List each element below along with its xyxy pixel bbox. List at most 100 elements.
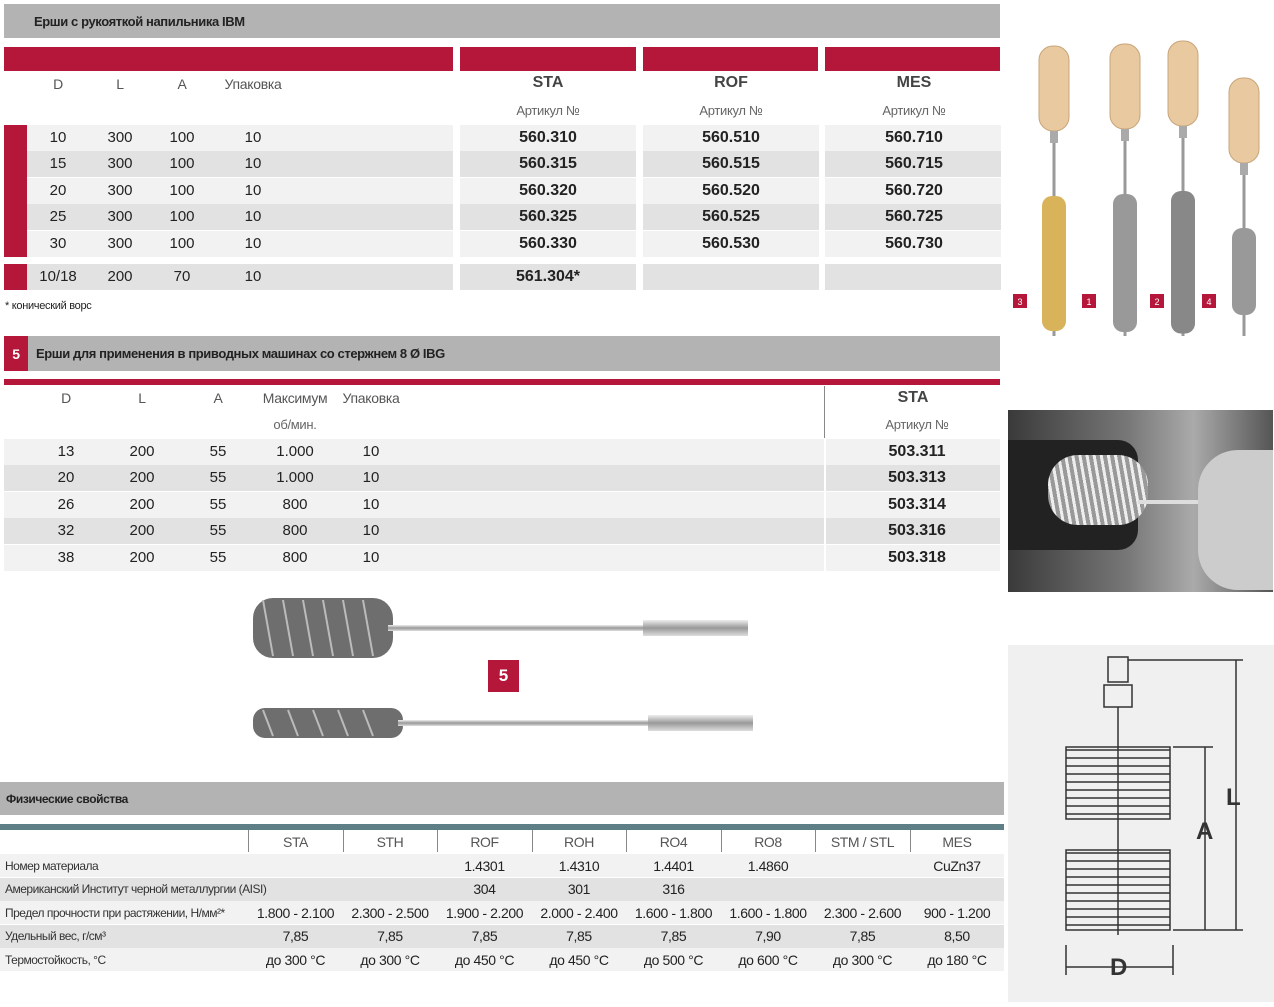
table-cell: 10 [362,495,380,513]
table-cell: 55 [209,469,227,487]
table-cell: 2.300 - 2.500 [351,904,429,921]
article-number: 561.304* [515,268,581,285]
table-row-cell [460,125,636,151]
material-header: ROF [714,74,748,91]
table-cell: 301 [567,881,591,898]
column-header: Упаковка [224,76,282,92]
column-header: ROF [470,834,499,850]
table-cell: 7,85 [471,928,498,945]
table-row [27,151,453,178]
article-number: 560.530 [702,234,760,252]
handle-brush [1167,40,1199,336]
table-cell: 7,90 [755,928,781,945]
table-cell: 1.600 - 1.800 [729,904,807,921]
table-row: Термостойкость, °C до 300 °C до 300 °C до 4… [0,948,1004,972]
table-cell: 55 [209,522,227,540]
table-cell: 200 [129,548,155,566]
article-number: 560.715 [885,155,943,173]
table-cell: 55 [209,548,227,566]
table-cell: до 450 °C [549,951,609,968]
row-label: Номер материала [5,858,99,873]
article-number: 503.313 [888,469,946,487]
column-header: L [138,390,146,406]
table-cell: до 500 °C [643,951,704,968]
table-cell: 10 [244,181,262,199]
table-cell: 300 [107,234,133,252]
table-cell: 7,85 [566,928,592,945]
table-cell: 1.000 [276,469,314,487]
column-header: D [61,390,71,406]
brush-small [253,708,753,738]
table-cell: 10 [362,522,380,540]
table-cell: 100 [169,234,195,252]
table-cell: 10 [244,208,262,226]
table-cell: 10 [49,129,67,146]
table-cell: до 300 °C [360,951,420,968]
article-number: 560.520 [702,181,760,199]
table-cell: 1.4310 [558,857,600,874]
table-cell: 300 [107,208,133,226]
dim-label-l: L [1226,784,1241,811]
table-row [27,264,453,290]
column-header: MES [942,834,972,850]
table-row-cell [460,151,636,178]
material-header: MES [896,74,932,91]
table-cell [343,854,437,877]
table-cell: 1.4860 [747,857,789,874]
teal-bar [0,824,1004,830]
row-group-marker [4,264,27,290]
column-header: STM / STL [830,834,895,850]
column-divider [437,830,438,852]
table-cell: 8,50 [944,928,970,945]
dim-label-a: A [1196,818,1213,845]
column-header: RO4 [659,834,688,850]
article-number: 560.730 [885,234,943,252]
column-header: RO8 [754,834,782,850]
table-row [4,465,824,492]
table-cell: 316 [662,881,685,898]
table-cell: 55 [209,495,227,513]
table-cell: 1.600 - 1.800 [634,904,713,921]
red-line [4,379,1000,385]
table-cell: до 300 °C [265,951,326,968]
column-header: D [53,76,63,92]
table-row: Номер материала 1.4301 1.4310 1.4401 1.4860 C… [0,854,1004,877]
article-number: 560.525 [702,208,760,226]
article-label: Артикул № [516,103,580,118]
table-cell: 200 [129,469,155,487]
table-cell [248,854,343,877]
table-cell: 800 [282,522,308,540]
table-cell: 13 [57,443,75,460]
physical-title: Физические свойства [6,791,128,806]
brush-large [253,598,748,658]
table-cell: CuZn37 [933,857,981,874]
table-cell: 15 [49,155,67,173]
article-number: 560.320 [519,181,577,199]
column-divider [815,830,816,852]
table-cell [815,878,910,901]
article-number: 560.725 [885,208,943,226]
divider [824,386,825,438]
article-number: 560.510 [702,129,760,146]
table-cell: 10 [362,443,380,460]
table-row-cell [826,544,1000,571]
table-cell: 1.800 - 2.100 [256,904,335,921]
column-divider [343,830,344,852]
brush-usage-photo [1008,410,1273,592]
table-row-cell [643,125,819,151]
row-label: Предел прочности при растяжении, Н/мм²* [5,905,225,920]
article-number: 560.325 [519,208,577,226]
table-cell: 1.000 [276,443,314,460]
table-row-cell [826,491,1000,518]
handle-brush [1038,45,1070,336]
column-header: A [213,390,223,406]
image-badge: 5 [488,660,519,692]
article-number: 560.315 [519,155,577,173]
article-number: 503.314 [888,495,946,513]
table-cell [910,878,1004,901]
table-cell: 10/18 [39,268,77,285]
article-number: 560.310 [519,129,577,146]
section1-title: Ерши с рукояткой напильника IBM [34,13,245,29]
table-cell: 900 - 1.200 [923,904,991,921]
table-row-cell [826,439,1000,465]
